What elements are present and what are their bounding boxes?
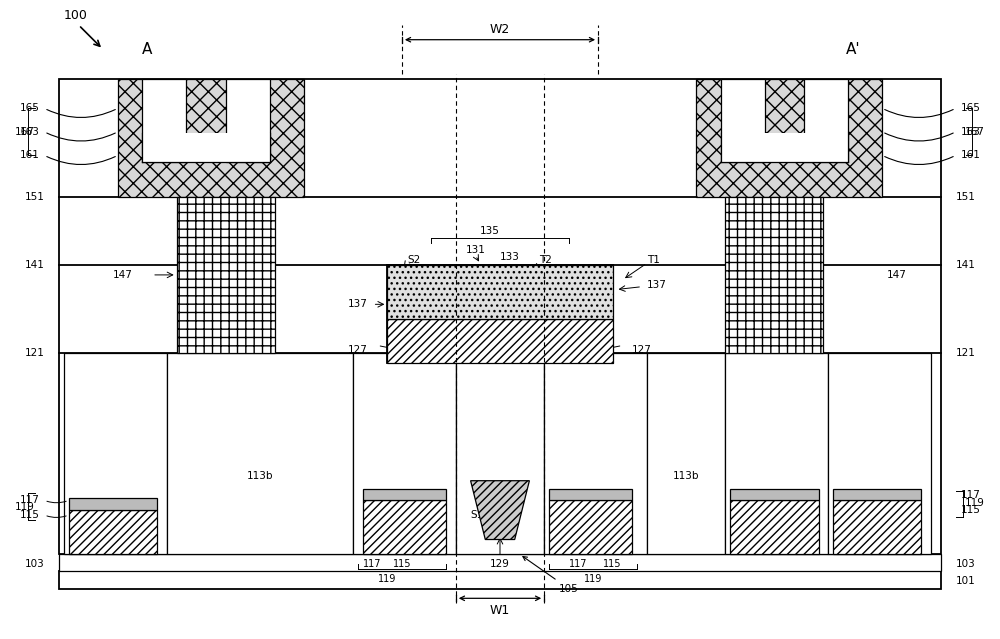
Text: T1: T1 bbox=[647, 255, 660, 265]
Text: 117: 117 bbox=[961, 490, 980, 500]
Polygon shape bbox=[471, 481, 529, 539]
Text: 113b: 113b bbox=[247, 471, 273, 481]
Text: S2: S2 bbox=[407, 255, 420, 265]
Text: 135: 135 bbox=[480, 226, 500, 236]
Polygon shape bbox=[118, 79, 304, 197]
Text: 119: 119 bbox=[15, 502, 35, 512]
Polygon shape bbox=[177, 197, 275, 353]
Text: 131: 131 bbox=[466, 245, 485, 256]
Polygon shape bbox=[387, 265, 613, 319]
Polygon shape bbox=[720, 133, 848, 162]
Polygon shape bbox=[387, 265, 613, 363]
Polygon shape bbox=[730, 489, 819, 500]
Text: 121: 121 bbox=[956, 348, 976, 358]
Text: 147: 147 bbox=[887, 270, 907, 280]
Polygon shape bbox=[363, 500, 446, 554]
Text: 119: 119 bbox=[378, 574, 396, 583]
Polygon shape bbox=[720, 79, 765, 162]
Text: W2: W2 bbox=[490, 24, 510, 36]
Text: 117: 117 bbox=[363, 559, 382, 569]
Text: 141: 141 bbox=[24, 260, 44, 270]
Polygon shape bbox=[833, 489, 921, 500]
Polygon shape bbox=[387, 319, 613, 363]
Polygon shape bbox=[696, 79, 882, 197]
Text: S1: S1 bbox=[471, 510, 484, 520]
Polygon shape bbox=[64, 353, 167, 554]
Polygon shape bbox=[730, 500, 819, 554]
Polygon shape bbox=[833, 500, 921, 554]
Text: 113a: 113a bbox=[487, 515, 513, 525]
Polygon shape bbox=[142, 133, 270, 162]
Text: 161: 161 bbox=[20, 150, 39, 160]
Polygon shape bbox=[544, 353, 647, 554]
Polygon shape bbox=[549, 489, 632, 500]
Text: 141: 141 bbox=[956, 260, 976, 270]
Text: 165: 165 bbox=[961, 104, 980, 113]
Polygon shape bbox=[142, 79, 186, 162]
Text: 113b: 113b bbox=[673, 471, 699, 481]
Text: 137: 137 bbox=[348, 299, 368, 309]
Text: 117: 117 bbox=[20, 495, 39, 505]
Text: 103: 103 bbox=[25, 559, 44, 569]
Text: 115: 115 bbox=[20, 510, 39, 520]
Text: 167: 167 bbox=[965, 127, 985, 137]
Text: 119: 119 bbox=[584, 574, 602, 583]
Polygon shape bbox=[69, 498, 157, 510]
Text: 161: 161 bbox=[961, 150, 980, 160]
Polygon shape bbox=[363, 489, 446, 500]
Text: 119: 119 bbox=[965, 498, 985, 508]
Polygon shape bbox=[353, 353, 456, 554]
Text: 151: 151 bbox=[24, 192, 44, 201]
Text: 165: 165 bbox=[20, 104, 39, 113]
Text: 151: 151 bbox=[956, 192, 976, 201]
Text: A: A bbox=[142, 42, 152, 57]
Text: 163: 163 bbox=[961, 127, 980, 137]
Text: 121: 121 bbox=[24, 348, 44, 358]
Text: W1: W1 bbox=[490, 604, 510, 617]
Text: 137: 137 bbox=[647, 280, 667, 289]
Text: 100: 100 bbox=[64, 9, 88, 22]
Text: 147: 147 bbox=[113, 270, 133, 280]
Text: 105: 105 bbox=[523, 557, 578, 594]
Text: 133: 133 bbox=[500, 252, 520, 262]
Text: 127: 127 bbox=[348, 345, 368, 355]
Polygon shape bbox=[456, 353, 544, 554]
Polygon shape bbox=[59, 554, 941, 571]
Polygon shape bbox=[226, 79, 270, 162]
Text: 163: 163 bbox=[20, 127, 39, 137]
Polygon shape bbox=[69, 510, 157, 554]
Text: 115: 115 bbox=[603, 559, 622, 569]
Text: 115: 115 bbox=[961, 505, 980, 515]
Text: 127: 127 bbox=[632, 345, 652, 355]
Polygon shape bbox=[59, 571, 941, 589]
Text: T2: T2 bbox=[539, 255, 552, 265]
Polygon shape bbox=[828, 353, 931, 554]
Text: 103: 103 bbox=[956, 559, 975, 569]
Text: 101: 101 bbox=[956, 576, 975, 586]
Polygon shape bbox=[725, 353, 828, 554]
Text: 115: 115 bbox=[393, 559, 411, 569]
Text: A': A' bbox=[845, 42, 860, 57]
Text: 129: 129 bbox=[490, 559, 510, 569]
Text: θ: θ bbox=[472, 341, 479, 350]
Polygon shape bbox=[549, 500, 632, 554]
Text: 117: 117 bbox=[569, 559, 588, 569]
Polygon shape bbox=[804, 79, 848, 162]
Polygon shape bbox=[167, 353, 353, 554]
Polygon shape bbox=[725, 197, 823, 353]
Polygon shape bbox=[647, 353, 725, 554]
Text: 167: 167 bbox=[15, 127, 35, 137]
